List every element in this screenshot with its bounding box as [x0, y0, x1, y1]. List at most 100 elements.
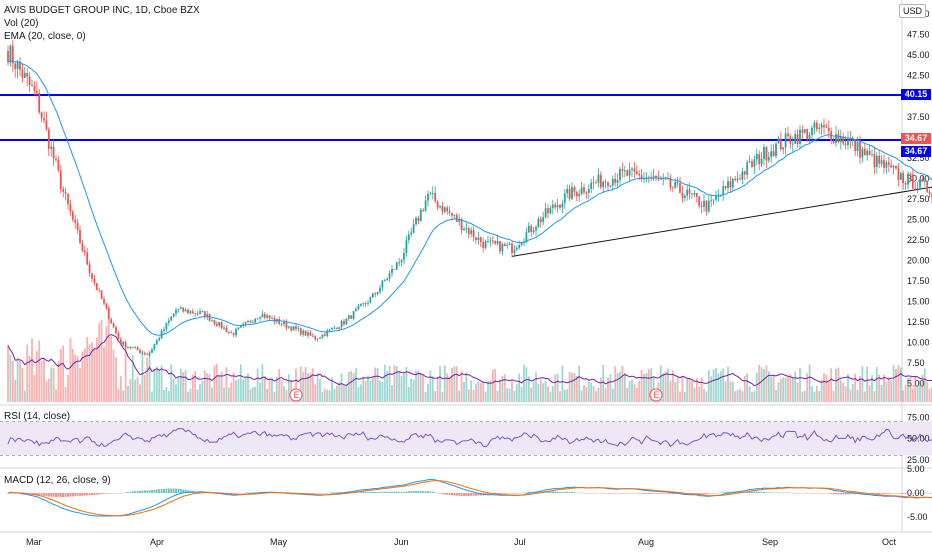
- macd-histogram-bar: [119, 492, 122, 494]
- volume-bar: [479, 383, 482, 402]
- candle-body: [141, 352, 144, 354]
- volume-bar: [645, 373, 648, 402]
- candle-body: [427, 193, 429, 201]
- macd-histogram-bar: [328, 492, 331, 494]
- volume-bar: [539, 379, 542, 402]
- macd-histogram-bar: [383, 491, 386, 493]
- candle-body: [530, 225, 533, 233]
- candle-body: [669, 178, 672, 188]
- candle-body: [842, 136, 845, 144]
- macd-histogram-bar: [844, 493, 847, 495]
- candle-body: [635, 171, 638, 174]
- macd-histogram-bar: [134, 491, 137, 493]
- candle-body: [124, 342, 127, 348]
- candle-body: [844, 143, 847, 146]
- candle-body: [851, 139, 854, 141]
- candle-body: [242, 323, 245, 326]
- candle-body: [326, 330, 329, 336]
- candle-body: [38, 92, 41, 113]
- volume-bar: [148, 350, 151, 402]
- macd-histogram-bar: [45, 493, 48, 497]
- macd-histogram-bar: [628, 493, 631, 494]
- volume-bar: [115, 357, 117, 402]
- candle-body: [100, 290, 103, 299]
- candle-body: [345, 318, 348, 325]
- candle-body: [782, 147, 785, 150]
- volume-bar: [134, 379, 137, 402]
- macd-histogram-bar: [122, 492, 125, 494]
- volume-bar: [167, 390, 170, 402]
- macd-histogram-bar: [251, 492, 254, 493]
- candle-body: [187, 309, 189, 314]
- macd-histogram-bar: [136, 490, 139, 493]
- macd-histogram-bar: [91, 493, 93, 496]
- macd-histogram-bar: [669, 493, 672, 494]
- volume-bar: [206, 373, 209, 402]
- volume-bar: [635, 387, 638, 402]
- volume-bar: [247, 373, 249, 402]
- volume-bar: [383, 364, 386, 402]
- volume-bar: [724, 381, 727, 402]
- price-tick-label: 47.50: [907, 30, 930, 40]
- macd-histogram-bar: [107, 493, 110, 494]
- volume-bar: [813, 391, 816, 402]
- volume-bar: [647, 369, 650, 402]
- candle-body: [177, 308, 180, 310]
- candle-body: [134, 347, 137, 349]
- macd-histogram-bar: [808, 493, 811, 494]
- volume-bar: [664, 371, 667, 402]
- volume-bar: [422, 374, 425, 402]
- currency-button[interactable]: USD: [898, 4, 926, 18]
- volume-bar: [698, 386, 701, 402]
- macd-histogram-bar: [211, 493, 213, 494]
- macd-histogram-bar: [316, 493, 319, 494]
- volume-bar: [446, 373, 449, 402]
- candle-body: [861, 148, 864, 158]
- volume-bar: [928, 388, 931, 402]
- macd-histogram-bar: [115, 493, 117, 494]
- candle-body: [729, 181, 732, 188]
- candle-body: [167, 320, 170, 324]
- price-tick-label: 17.50: [907, 276, 930, 286]
- macd-histogram-bar: [304, 493, 307, 494]
- volume-bar: [650, 368, 653, 402]
- price-tick-label: 42.50: [907, 71, 930, 81]
- volume-bar: [614, 366, 617, 402]
- candle-body: [189, 311, 192, 314]
- volume-bar: [806, 373, 809, 402]
- volume-bar: [443, 365, 446, 402]
- macd-histogram-bar: [155, 489, 158, 493]
- candle-body: [779, 138, 782, 150]
- volume-bar: [350, 370, 353, 402]
- candle-body: [225, 327, 228, 333]
- volume-bar: [794, 371, 797, 402]
- macd-histogram-bar: [551, 491, 554, 493]
- candle-body: [268, 315, 271, 319]
- candle-body: [143, 352, 146, 355]
- macd-histogram-bar: [611, 493, 614, 494]
- candle-body: [535, 227, 537, 231]
- candle-body: [405, 240, 408, 254]
- volume-bar: [782, 377, 785, 402]
- candle-body: [640, 175, 643, 180]
- macd-histogram-bar: [230, 493, 233, 494]
- volume-bar: [340, 373, 343, 402]
- macd-histogram-bar: [460, 493, 463, 496]
- candle-body: [513, 249, 516, 254]
- candle-body: [503, 243, 506, 247]
- macd-histogram-bar: [537, 491, 540, 493]
- candle-body: [563, 193, 566, 204]
- candle-body: [287, 326, 290, 328]
- macd-histogram-bar: [607, 493, 609, 494]
- volume-bar: [165, 386, 168, 402]
- candle-body: [897, 168, 900, 180]
- volume-bar: [146, 357, 149, 402]
- candle-body: [69, 204, 72, 212]
- candle-body: [115, 327, 117, 334]
- macd-histogram-bar: [585, 493, 588, 494]
- candle-body: [763, 146, 765, 159]
- volume-bar: [674, 381, 677, 402]
- macd-histogram-bar: [88, 493, 91, 496]
